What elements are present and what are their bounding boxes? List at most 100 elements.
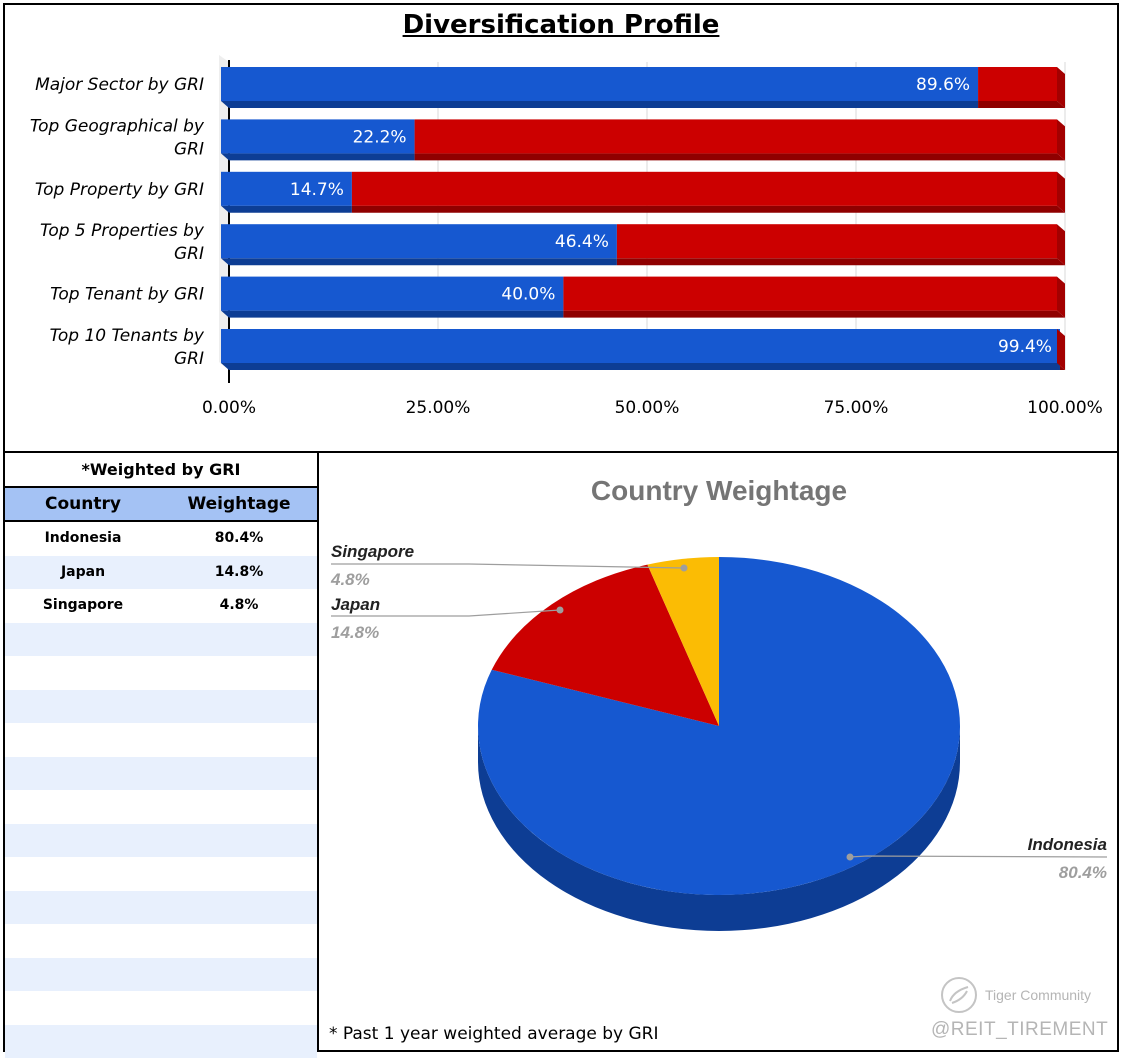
bar-blue-bottom-face bbox=[221, 311, 563, 318]
bar-end-face bbox=[1057, 119, 1065, 160]
weightage-table: *Weighted by GRI Country Weightage Indon… bbox=[5, 453, 317, 1051]
category-label: Top Tenant by GRI bbox=[50, 285, 204, 305]
bar-red-bottom-face bbox=[563, 311, 1065, 318]
category-label-line: Top Property by GRI bbox=[35, 180, 204, 200]
category-label-line: Top 10 Tenants by bbox=[50, 326, 205, 346]
country-cell bbox=[5, 790, 161, 824]
bar-blue-bottom-face bbox=[221, 206, 352, 213]
bar-red-segment bbox=[563, 277, 1057, 311]
category-label-line: GRI bbox=[174, 349, 204, 369]
weightage-cell: 14.8% bbox=[161, 556, 317, 590]
bar-blue-bottom-face bbox=[221, 153, 415, 160]
diversification-bar-chart: 89.6% Major Sector by GRI 22.2% Top Geograp… bbox=[0, 0, 1122, 450]
weightage-cell bbox=[161, 924, 317, 958]
pie-label-name: Singapore bbox=[331, 542, 414, 561]
country-cell bbox=[5, 824, 161, 858]
table-row bbox=[5, 924, 317, 958]
bar-data-label: 14.7% bbox=[290, 180, 344, 200]
bar-red-bottom-face bbox=[617, 258, 1065, 265]
x-tick-label: 100.00% bbox=[1027, 398, 1103, 418]
category-label-line: Top 5 Properties by bbox=[40, 221, 205, 241]
bar-blue-bottom-face bbox=[221, 258, 617, 265]
weightage-cell bbox=[161, 857, 317, 891]
table-row bbox=[5, 1025, 317, 1058]
weightage-cell bbox=[161, 958, 317, 992]
bar-data-label: 40.0% bbox=[501, 285, 555, 305]
x-tick-label: 75.00% bbox=[824, 398, 889, 418]
country-cell bbox=[5, 924, 161, 958]
bar-red-segment bbox=[415, 119, 1057, 153]
weightage-cell bbox=[161, 824, 317, 858]
table-row bbox=[5, 690, 317, 724]
category-label-line: Major Sector by GRI bbox=[35, 75, 204, 95]
country-cell bbox=[5, 1025, 161, 1058]
bar-end-face bbox=[1057, 277, 1065, 318]
bar-red-segment bbox=[352, 172, 1057, 206]
table-title: *Weighted by GRI bbox=[5, 453, 317, 486]
bar-blue-bottom-face bbox=[221, 101, 978, 108]
bar-blue-segment bbox=[221, 329, 1060, 363]
header-country: Country bbox=[5, 488, 161, 520]
leader-dot bbox=[847, 854, 854, 861]
pie-label-value: 14.8% bbox=[331, 623, 379, 642]
category-label: Major Sector by GRI bbox=[35, 75, 204, 95]
watermark-brand: Tiger Community bbox=[939, 975, 1109, 1015]
table-row bbox=[5, 656, 317, 690]
country-cell bbox=[5, 891, 161, 925]
table-row bbox=[5, 790, 317, 824]
country-cell bbox=[5, 690, 161, 724]
table-row bbox=[5, 623, 317, 657]
country-cell bbox=[5, 991, 161, 1025]
watermark-handle: @REIT_TIREMENT bbox=[931, 1019, 1108, 1041]
country-weightage-pie-chart: Country WeightageIndonesia80.4%Japan14.8… bbox=[319, 453, 1119, 1051]
pie-title: Country Weightage bbox=[591, 475, 847, 506]
bar-end-face bbox=[1057, 172, 1065, 213]
weightage-cell: 4.8% bbox=[161, 589, 317, 623]
table-row bbox=[5, 991, 317, 1025]
weightage-cell bbox=[161, 1025, 317, 1058]
country-cell bbox=[5, 723, 161, 757]
pie-label-name: Japan bbox=[331, 595, 380, 614]
bar-red-segment bbox=[978, 67, 1057, 101]
bar-red-bottom-face bbox=[352, 206, 1065, 213]
pie-label-name: Indonesia bbox=[1028, 835, 1107, 854]
country-cell bbox=[5, 623, 161, 657]
leader-dot bbox=[681, 565, 688, 572]
table-row bbox=[5, 824, 317, 858]
table-row bbox=[5, 857, 317, 891]
category-label: Top Property by GRI bbox=[35, 180, 204, 200]
category-label: Top 10 Tenants by GRI bbox=[50, 326, 205, 369]
category-label-line: Top Geographical by bbox=[30, 116, 205, 136]
bar-red-bottom-face bbox=[978, 101, 1065, 108]
country-cell bbox=[5, 656, 161, 690]
x-tick-label: 0.00% bbox=[202, 398, 256, 418]
country-cell: Indonesia bbox=[5, 522, 161, 556]
weightage-cell bbox=[161, 656, 317, 690]
weightage-cell bbox=[161, 690, 317, 724]
bar-data-label: 22.2% bbox=[353, 127, 407, 147]
header-weightage: Weightage bbox=[161, 488, 317, 520]
watermark-brand-name: Tiger Community bbox=[985, 987, 1091, 1003]
weightage-cell bbox=[161, 790, 317, 824]
footnote: * Past 1 year weighted average by GRI bbox=[329, 1024, 659, 1044]
country-cell bbox=[5, 857, 161, 891]
bar-red-bottom-face bbox=[415, 153, 1065, 160]
table-row bbox=[5, 723, 317, 757]
country-cell bbox=[5, 958, 161, 992]
bar-data-label: 89.6% bbox=[916, 75, 970, 95]
bar-end-face bbox=[1057, 67, 1065, 108]
country-cell: Japan bbox=[5, 556, 161, 590]
weightage-cell bbox=[161, 723, 317, 757]
table-row bbox=[5, 891, 317, 925]
country-cell bbox=[5, 757, 161, 791]
tiger-logo-icon bbox=[939, 975, 979, 1015]
weightage-cell: 80.4% bbox=[161, 522, 317, 556]
weightage-cell bbox=[161, 991, 317, 1025]
